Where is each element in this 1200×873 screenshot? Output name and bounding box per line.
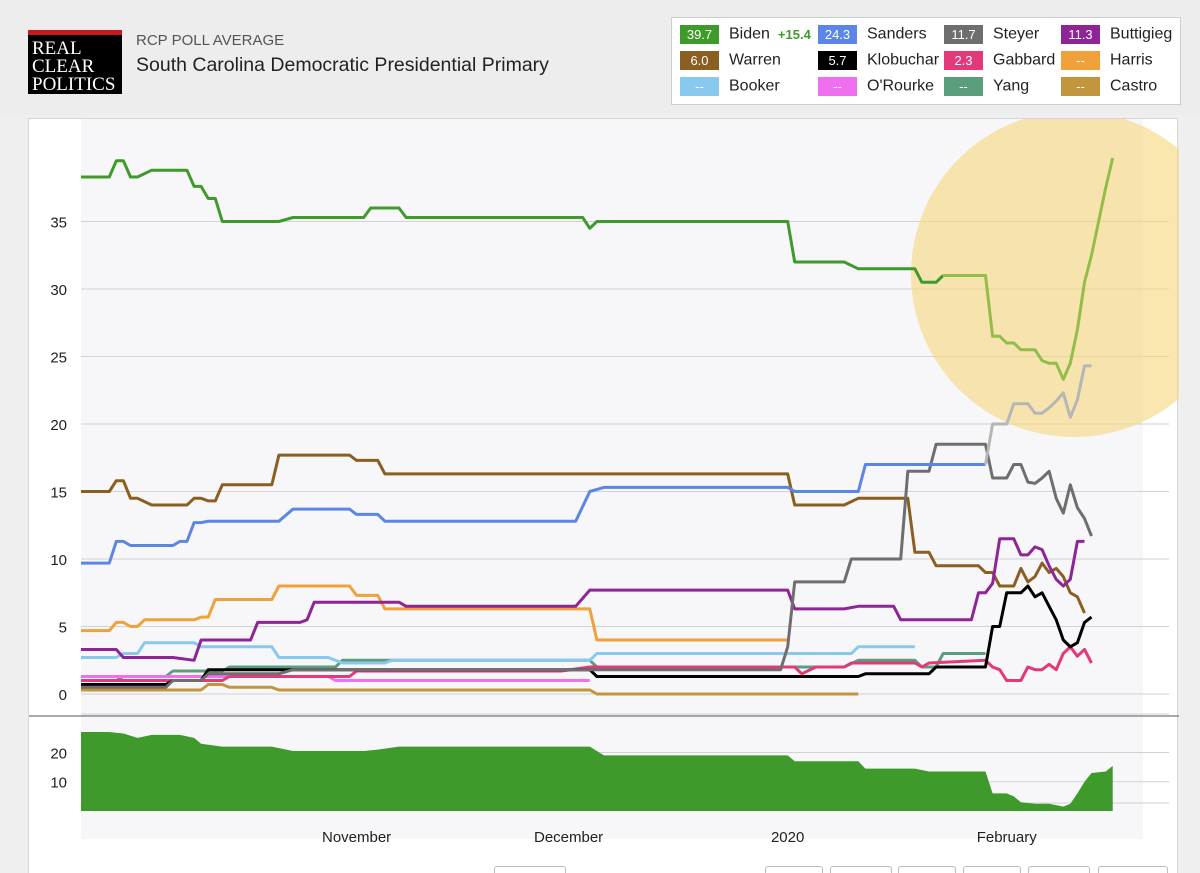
legend-value-badge: 11.3 — [1061, 25, 1100, 44]
legend-item[interactable]: 5.7 Klobuchar — [818, 51, 939, 71]
legend-item[interactable]: 11.3 Buttigieg — [1061, 25, 1172, 45]
chart-title: South Carolina Democratic Presidential P… — [136, 54, 549, 76]
legend-name: Steyer — [993, 25, 1040, 43]
y-tick-label: 5 — [59, 620, 67, 637]
legend-name: Yang — [993, 77, 1030, 95]
series-line-warren[interactable] — [81, 453, 1086, 614]
y-tick-label: 20 — [50, 417, 67, 434]
logo-line: POLITICS — [32, 74, 116, 95]
x-tick-label: February — [977, 829, 1038, 846]
range-button[interactable] — [765, 866, 823, 873]
spread-tick-label: 20 — [50, 745, 67, 762]
legend-item[interactable]: 24.3 Sanders — [818, 25, 927, 45]
legend-spread: +15.4 — [777, 27, 811, 42]
legend-name: O'Rourke — [867, 77, 935, 95]
range-button[interactable] — [830, 866, 892, 873]
legend-value-badge: 11.7 — [944, 25, 983, 44]
legend-value-badge: -- — [680, 77, 719, 96]
legend-item[interactable]: -- Booker — [680, 77, 780, 97]
y-tick-label: 35 — [50, 215, 67, 232]
series-line-harris[interactable] — [81, 584, 788, 642]
legend-value-badge: -- — [818, 77, 857, 96]
legend-name: Harris — [1110, 51, 1153, 69]
highlight-circle — [911, 119, 1179, 437]
range-button[interactable] — [898, 866, 956, 873]
legend-name: Sanders — [867, 25, 927, 43]
legend-item[interactable]: -- Castro — [1061, 77, 1157, 97]
legend: 39.7 Biden +15.4 24.3 Sanders 11.7 Steyer 11.3 B… — [671, 17, 1181, 105]
series-line-biden-recent[interactable] — [943, 157, 1115, 381]
legend-value-badge: -- — [944, 77, 983, 96]
rcp-logo[interactable]: REAL CLEAR POLITICS — [28, 30, 122, 94]
legend-value-badge: -- — [1061, 77, 1100, 96]
date-range-controls — [28, 856, 1178, 873]
legend-item[interactable]: -- Harris — [1061, 51, 1153, 71]
legend-item[interactable]: 6.0 Warren — [680, 51, 781, 71]
legend-name: Warren — [729, 51, 781, 69]
series-line-biden[interactable] — [81, 159, 945, 284]
legend-value-badge: 39.7 — [680, 25, 719, 44]
x-tick-label: December — [534, 829, 603, 846]
series-line-steyer[interactable] — [81, 442, 1093, 689]
y-tick-label: 0 — [59, 687, 67, 704]
series-line-castro[interactable] — [81, 683, 859, 696]
legend-name: Booker — [729, 77, 780, 95]
legend-name: Buttigieg — [1110, 25, 1173, 43]
legend-name: Biden — [729, 25, 770, 43]
header: REAL CLEAR POLITICS RCP POLL AVERAGE Sou… — [0, 0, 1200, 115]
legend-value-badge: 2.3 — [944, 51, 983, 70]
chart-kicker: RCP POLL AVERAGE — [136, 32, 285, 49]
legend-value-badge: 24.3 — [818, 25, 857, 44]
legend-value-badge: 6.0 — [680, 51, 719, 70]
spread-area — [81, 732, 1113, 811]
plot-panel: 0 5 10 15 20 25 30 35 10 20 November December 2020 Fe… — [28, 118, 1179, 873]
legend-item[interactable]: 39.7 Biden +15.4 — [680, 25, 811, 45]
legend-item[interactable]: -- O'Rourke — [818, 77, 934, 97]
range-button[interactable] — [1098, 866, 1168, 873]
legend-value-badge: -- — [1061, 51, 1100, 70]
range-button[interactable] — [1028, 866, 1090, 873]
legend-name: Gabbard — [993, 51, 1056, 69]
x-tick-label: 2020 — [771, 829, 804, 846]
logo-line: CLEAR — [32, 56, 95, 77]
series-line-sanders-recent[interactable] — [984, 364, 1092, 465]
range-button[interactable] — [963, 866, 1021, 873]
series-line-booker[interactable] — [81, 641, 915, 665]
y-tick-label: 10 — [50, 552, 67, 569]
legend-name: Klobuchar — [867, 51, 940, 69]
range-button[interactable] — [494, 866, 566, 873]
series-line-gabbard[interactable] — [81, 645, 1093, 682]
y-tick-label: 30 — [50, 282, 67, 299]
series-line-sanders[interactable] — [81, 463, 986, 565]
legend-name: Castro — [1110, 77, 1158, 95]
spread-tick-label: 10 — [50, 775, 67, 792]
legend-value-badge: 5.7 — [818, 51, 857, 70]
logo-line: REAL — [32, 38, 82, 59]
legend-item[interactable]: -- Yang — [944, 77, 1029, 97]
y-tick-label: 25 — [50, 350, 67, 367]
x-tick-label: November — [322, 829, 391, 846]
poll-chart: 0 5 10 15 20 25 30 35 10 20 November December 2020 Fe… — [29, 119, 1179, 846]
legend-item[interactable]: 2.3 Gabbard — [944, 51, 1055, 71]
series-line-buttigieg[interactable] — [81, 537, 1085, 662]
y-tick-label: 15 — [50, 485, 67, 502]
legend-item[interactable]: 11.7 Steyer — [944, 25, 1039, 45]
